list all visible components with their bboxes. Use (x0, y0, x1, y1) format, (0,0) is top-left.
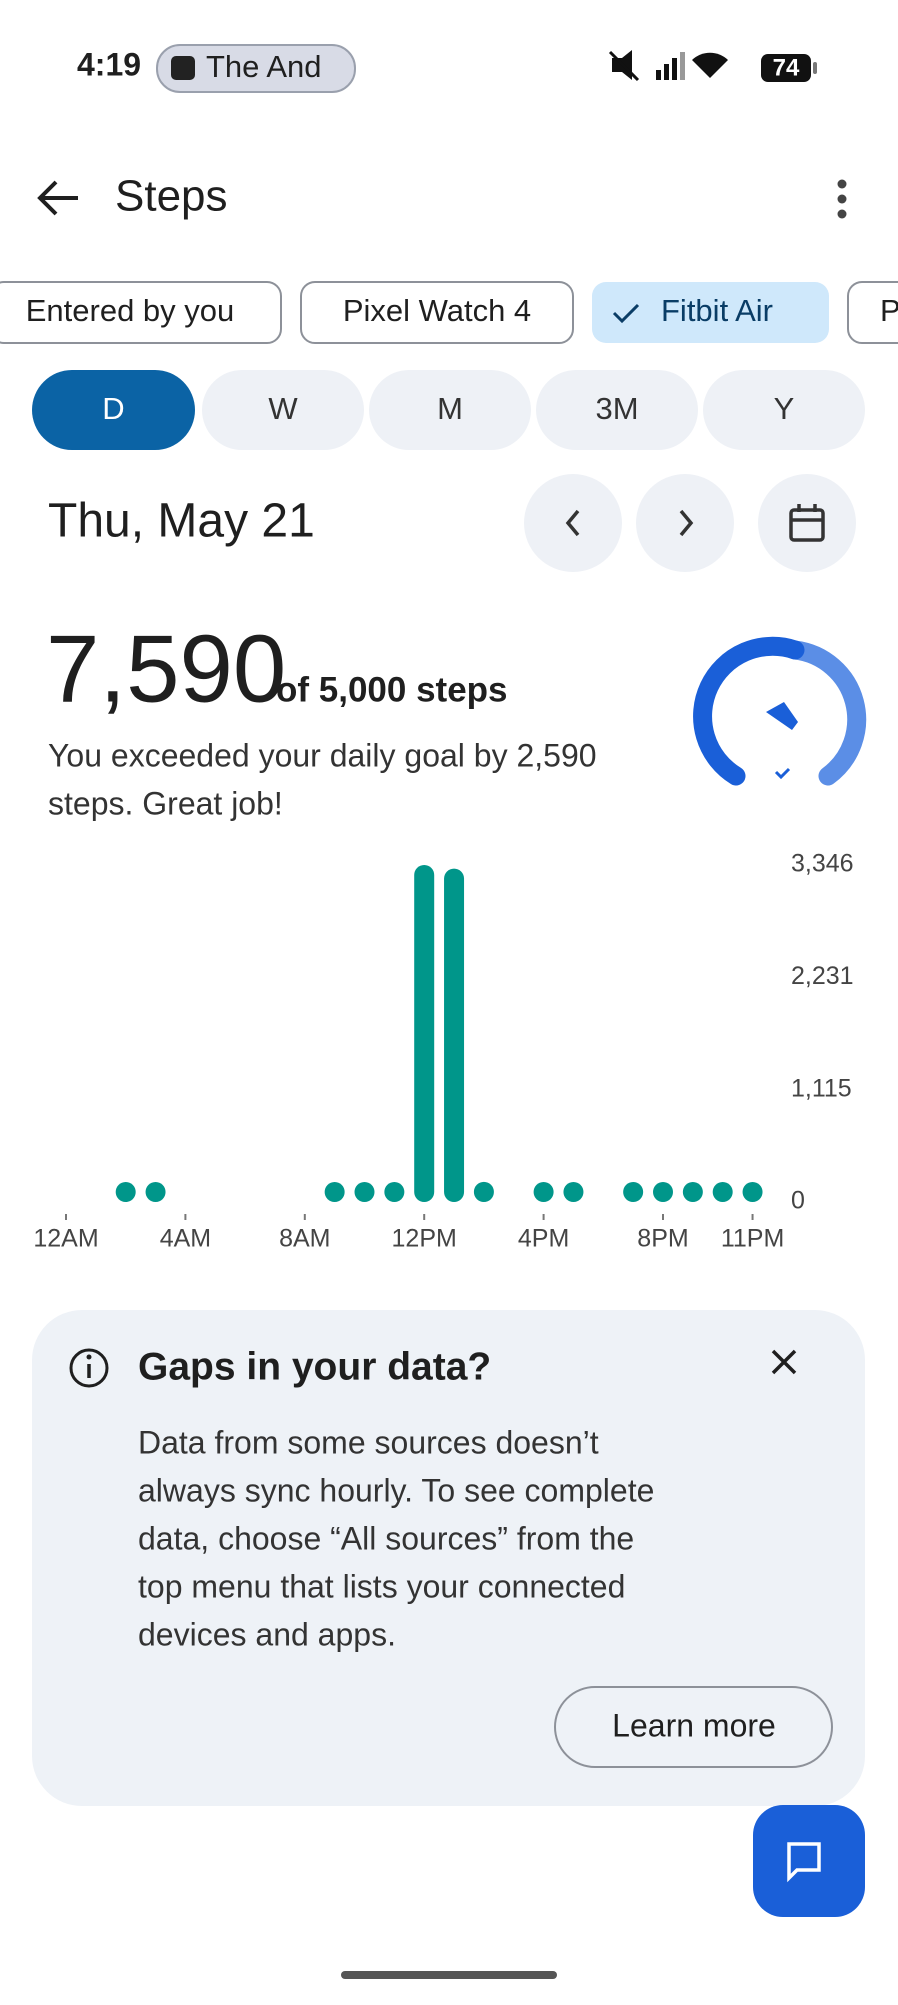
tab-label: Y (774, 391, 795, 426)
tab[interactable] (536, 370, 698, 450)
status-icons (608, 50, 817, 82)
assistant-fab[interactable] (753, 1805, 865, 1917)
chip[interactable] (0, 281, 282, 344)
battery: 74 (773, 54, 800, 81)
fab-icon (787, 1842, 821, 1883)
prev-button[interactable] (524, 474, 622, 572)
title: Steps (115, 172, 228, 221)
info-icon (69, 1348, 109, 1388)
music-icon (171, 56, 195, 80)
message: You exceeded your daily goal by 2,590 (48, 737, 597, 773)
next-icon (679, 509, 694, 537)
x-tick-label: 4AM (160, 1225, 211, 1253)
card-body: top menu that lists your connected (138, 1568, 625, 1604)
chip-label: Entered by you (26, 293, 235, 328)
back-button[interactable] (37, 180, 78, 216)
tab[interactable] (703, 370, 865, 450)
tab[interactable] (202, 370, 364, 450)
prev-icon (565, 509, 580, 537)
card-body: always sync hourly. To see complete (138, 1472, 654, 1508)
x-tick-label: 12AM (33, 1225, 98, 1253)
tab-label: 3M (595, 391, 638, 426)
x-tick-label: 12PM (392, 1225, 457, 1253)
card-title: Gaps in your data? (138, 1345, 491, 1388)
tab-label: W (268, 391, 298, 426)
x-tick-label: 8PM (637, 1225, 688, 1253)
now-playing: The And (206, 49, 321, 84)
close-button[interactable] (771, 1349, 797, 1375)
x-tick-label: 4PM (518, 1225, 569, 1253)
message: steps. Great job! (48, 785, 283, 821)
button-label: Learn more (612, 1707, 776, 1743)
tab-selected[interactable] (32, 370, 195, 450)
y-tick-label: 2,231 (791, 962, 854, 990)
next-button[interactable] (636, 474, 734, 572)
tab-label: D (102, 391, 124, 426)
check-icon (612, 303, 640, 324)
chip-label: Fitbit Air (661, 293, 773, 328)
y-tick-label: 1,115 (791, 1074, 852, 1102)
home-bar (341, 1971, 557, 1979)
info-card (32, 1310, 865, 1806)
date: Thu, May 21 (48, 495, 315, 548)
learn-more-button[interactable] (554, 1686, 833, 1768)
now-playing-pill[interactable] (156, 44, 356, 93)
more-menu[interactable] (837, 179, 847, 219)
x-tick-label: 11PM (721, 1225, 784, 1253)
goal-text: of 5,000 steps (276, 670, 508, 709)
tab-label: M (437, 391, 463, 426)
steps-value: 7,590 (46, 615, 286, 722)
card-body: data, choose “All sources” from the (138, 1520, 634, 1556)
tab[interactable] (369, 370, 531, 450)
card-body: Data from some sources doesn’t (138, 1424, 599, 1460)
chip-label: Pixel Watch 4 (343, 293, 531, 328)
calendar-icon (789, 504, 825, 542)
calendar-button[interactable] (758, 474, 856, 572)
card-body: devices and apps. (138, 1616, 396, 1652)
x-tick-label: 8AM (279, 1225, 330, 1253)
time: 4:19 (77, 46, 141, 82)
y-tick-label: 3,346 (791, 850, 854, 878)
chip[interactable] (300, 281, 574, 344)
chip[interactable] (847, 281, 898, 344)
y-tick-label: 0 (791, 1187, 805, 1215)
chip-selected[interactable] (592, 282, 829, 343)
goal-ring (693, 636, 867, 786)
chip-label: P (880, 293, 898, 328)
